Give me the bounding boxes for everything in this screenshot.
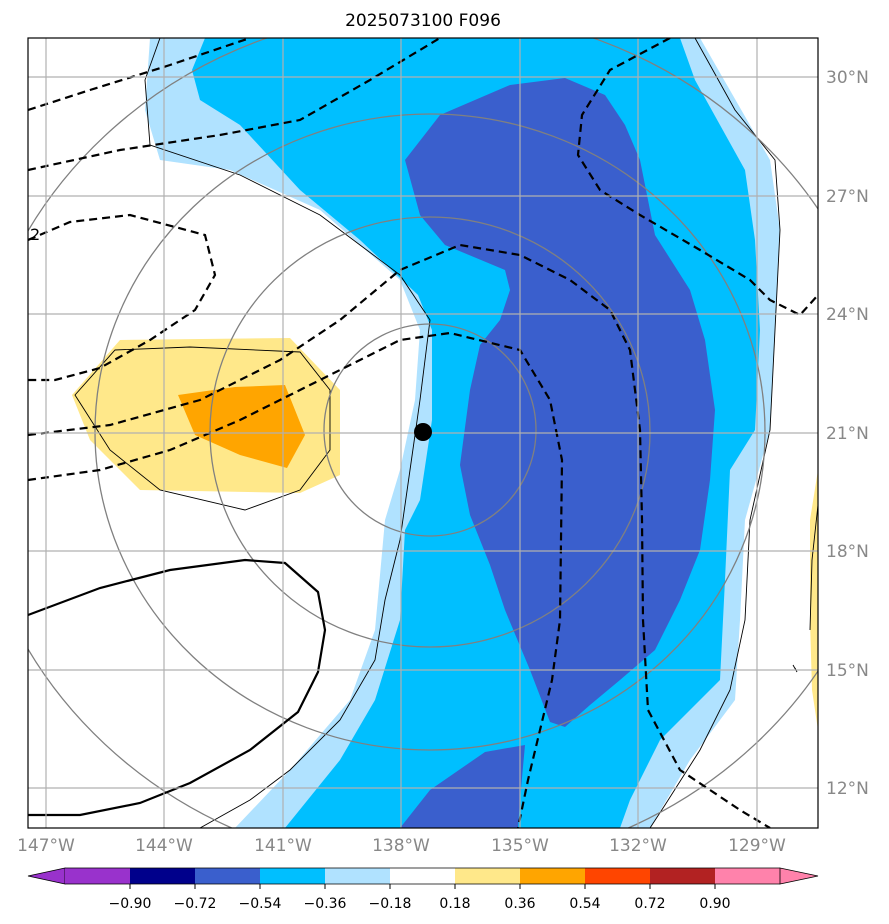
colorbar-segment [455, 868, 520, 884]
lon-tick: 147°W [17, 836, 75, 856]
colorbar-label: −0.72 [174, 896, 217, 912]
map-title: 2025073100 F096 [345, 11, 501, 31]
contour-label: 2 [30, 225, 40, 244]
colorbar-segment [65, 868, 130, 884]
colorbar-segment [520, 868, 585, 884]
lat-tick: 15°N [826, 661, 869, 681]
lon-tick: 141°W [254, 836, 312, 856]
lon-tick: 129°W [728, 836, 786, 856]
colorbar-label: 0.54 [569, 896, 600, 912]
colorbar-segment [260, 868, 325, 884]
colorbar-label: 0.36 [504, 896, 535, 912]
colorbar-segment [390, 868, 455, 884]
lon-tick: 138°W [372, 836, 430, 856]
colorbar-segment [715, 868, 780, 884]
map-panel: 2 [28, 38, 818, 828]
lat-tick: 21°N [826, 424, 869, 444]
graticule [28, 38, 818, 828]
lon-tick: 132°W [609, 836, 667, 856]
colorbar-label: −0.54 [239, 896, 282, 912]
lon-tick: 144°W [135, 836, 193, 856]
colorbar-segment [325, 868, 390, 884]
colorbar-segment [585, 868, 650, 884]
colorbar-label: −0.90 [109, 896, 152, 912]
colorbar-segment [130, 868, 195, 884]
colorbar-label: 0.90 [699, 896, 730, 912]
lat-tick: 27°N [826, 187, 869, 207]
lon-tick-labels: 147°W 144°W 141°W 138°W 135°W 132°W 129°… [17, 836, 786, 856]
colorbar-extend-min [27, 867, 66, 885]
colorbar-label: −0.18 [369, 896, 412, 912]
colorbar-label: 0.72 [634, 896, 665, 912]
colorbar-segment [195, 868, 260, 884]
lon-tick: 135°W [491, 836, 549, 856]
storm-center-marker [414, 423, 432, 441]
colorbar: −0.90 −0.72 −0.54 −0.36 −0.18 0.18 0.36 … [27, 867, 819, 912]
lat-tick-labels: 30°N 27°N 24°N 21°N 18°N 15°N 12°N [826, 68, 869, 799]
anomaly-band-orange [178, 385, 305, 468]
lat-tick: 18°N [826, 542, 869, 562]
anomaly-patch-royal-blue-south [400, 745, 525, 828]
lat-tick: 24°N [826, 305, 869, 325]
solid-contour [28, 558, 327, 817]
map-frame [27, 37, 819, 829]
colorbar-ticks [129, 884, 716, 889]
colorbar-label: 0.18 [439, 896, 470, 912]
colorbar-label: −0.36 [304, 896, 347, 912]
anomaly-band-yellow-east-edge [810, 470, 818, 730]
lat-tick: 30°N [826, 68, 869, 88]
colorbar-extend-max [779, 867, 819, 885]
colorbar-segment [650, 868, 715, 884]
lat-tick: 12°N [826, 779, 869, 799]
